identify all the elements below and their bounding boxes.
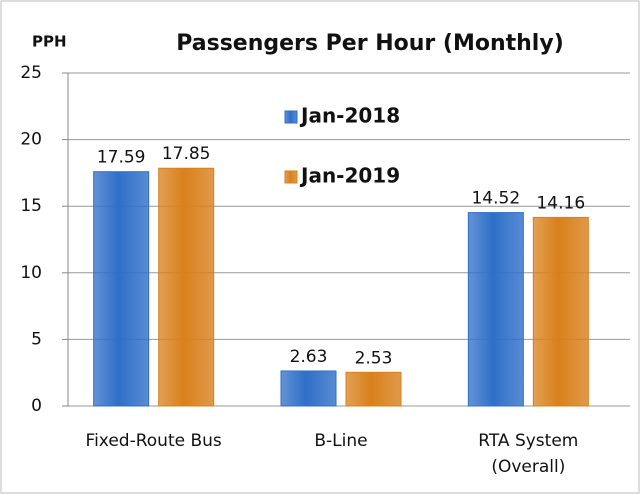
y-tick-label: 20 (20, 130, 42, 150)
y-tick-label: 25 (20, 63, 42, 83)
y-tick-label: 15 (20, 196, 42, 216)
bar (280, 370, 337, 407)
bar (345, 371, 402, 407)
y-tick-label: 5 (31, 329, 42, 349)
y-tick-label: 0 (31, 396, 42, 416)
bar (93, 171, 150, 407)
legend-label: Jan-2018 (299, 104, 400, 128)
y-tick-label: 10 (20, 263, 42, 283)
x-tick-label: Fixed-Route Bus (85, 431, 222, 451)
legend-swatch (284, 170, 298, 184)
x-tick-label: RTA System (Overall) (478, 431, 579, 477)
y-axis-label: PPH (32, 33, 67, 51)
data-label: 17.59 (97, 148, 146, 168)
x-tick-label: B-Line (314, 431, 368, 451)
data-label: 17.85 (162, 144, 211, 164)
data-label: 2.63 (290, 347, 328, 367)
bar (467, 212, 524, 407)
bar (158, 167, 215, 407)
legend-label: Jan-2019 (299, 164, 400, 188)
chart-title: Passengers Per Hour (Monthly) (176, 31, 564, 56)
bar (532, 216, 589, 407)
data-label: 14.52 (471, 189, 520, 209)
legend-swatch (284, 110, 298, 124)
data-label: 14.16 (536, 193, 585, 213)
data-label: 2.53 (355, 348, 393, 368)
